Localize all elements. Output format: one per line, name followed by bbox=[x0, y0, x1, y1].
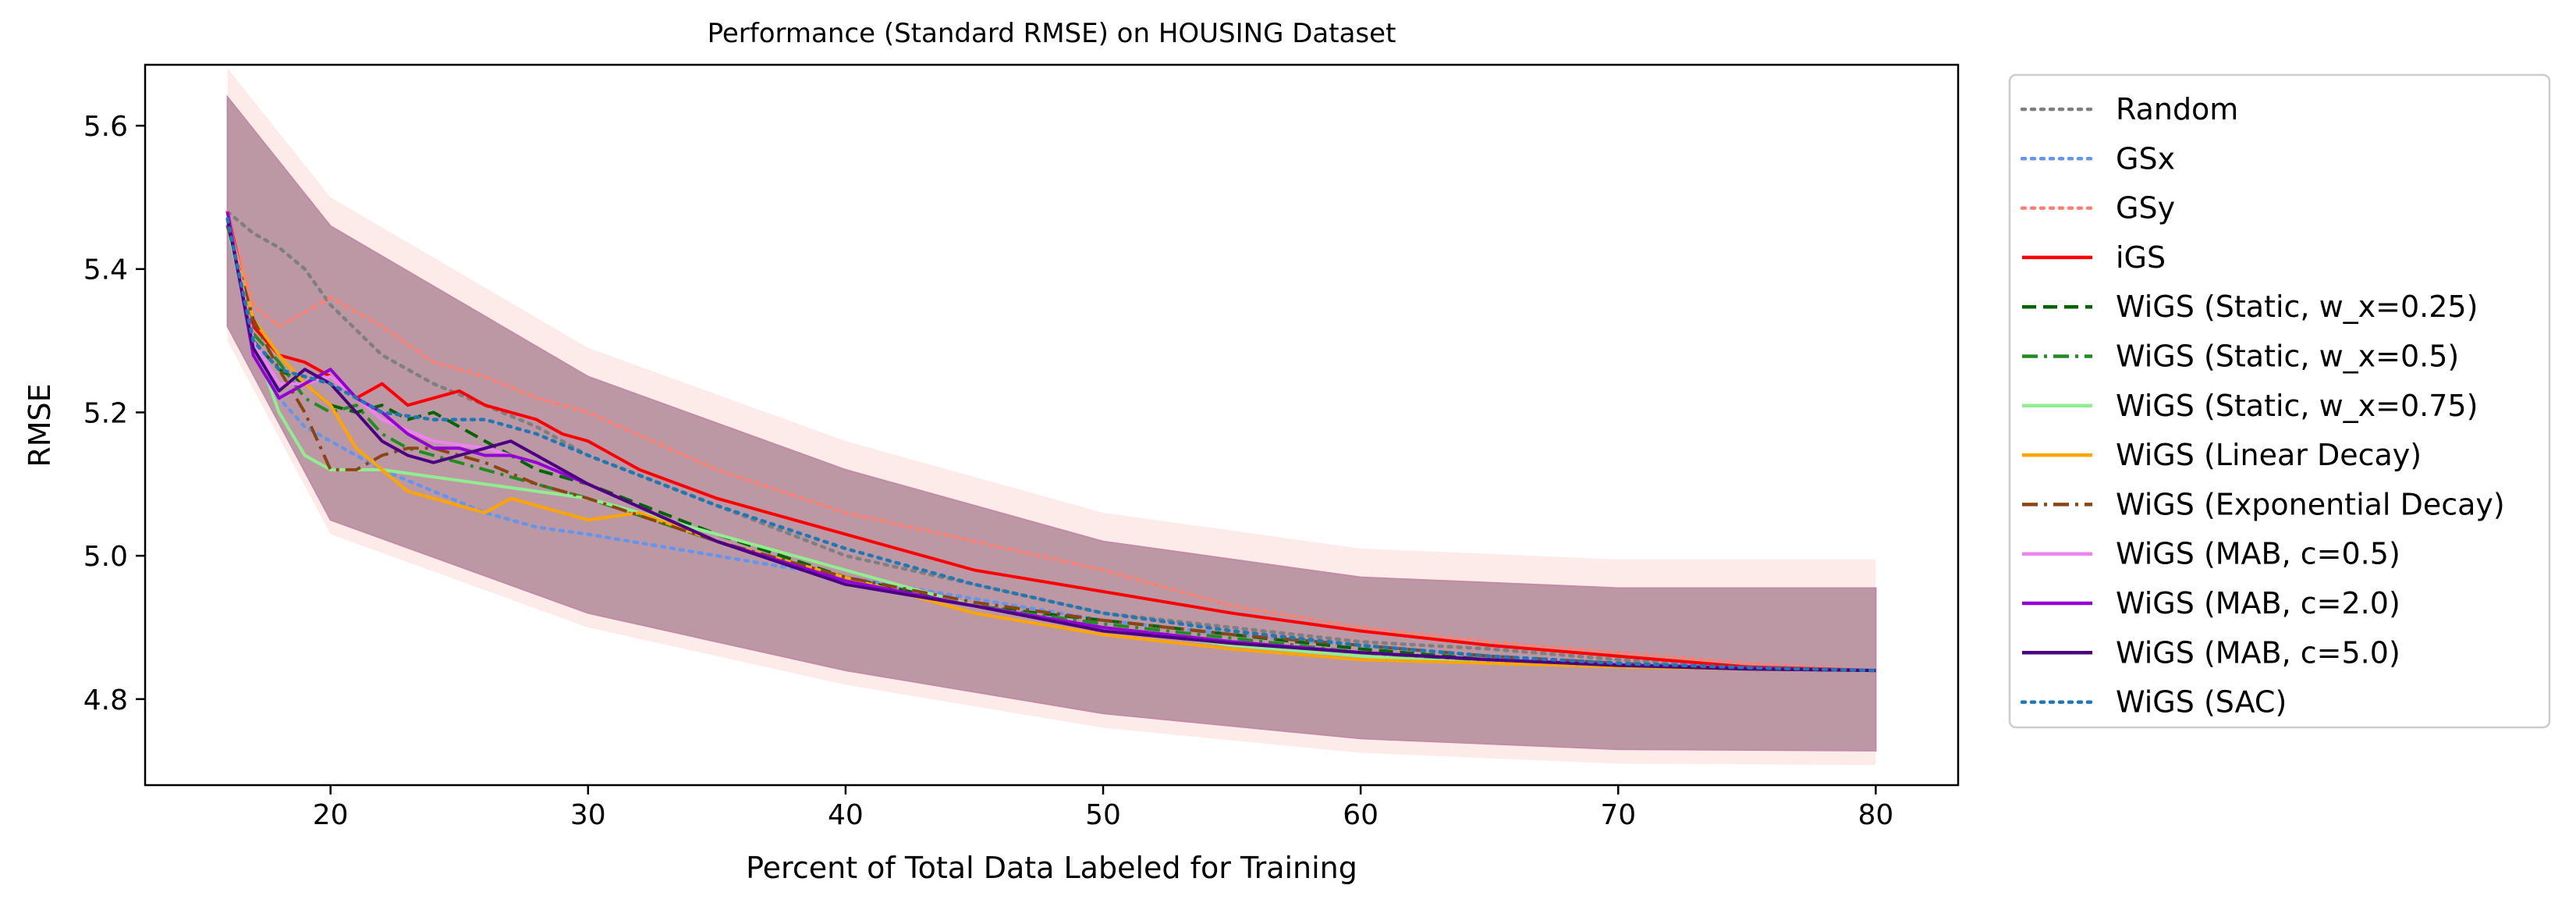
x-tick-label: 50 bbox=[1085, 799, 1121, 831]
x-axis-label: Percent of Total Data Labeled for Traini… bbox=[746, 851, 1357, 885]
series-line-7 bbox=[225, 219, 1876, 673]
legend-label: WiGS (Static, w_x=0.25) bbox=[2116, 290, 2478, 324]
legend-label: WiGS (MAB, c=0.5) bbox=[2116, 537, 2400, 571]
series-line-8 bbox=[225, 226, 1876, 673]
x-tick-label: 70 bbox=[1600, 799, 1636, 831]
legend: Random GSx GSy iGS WiGS (Static, w_x=0.25) Wi… bbox=[2008, 73, 2551, 729]
legend-label: WiGS (Linear Decay) bbox=[2116, 438, 2422, 472]
y-axis-label: RMSE bbox=[23, 383, 57, 467]
x-tick-label: 30 bbox=[570, 799, 606, 831]
legend-frame bbox=[2008, 73, 2551, 729]
legend-label: WiGS (MAB, c=5.0) bbox=[2116, 635, 2400, 670]
legend-label: GSx bbox=[2116, 141, 2175, 176]
y-tick-label: 4.8 bbox=[83, 684, 128, 716]
x-tick-label: 60 bbox=[1343, 799, 1378, 831]
y-tick-label: 5.0 bbox=[83, 541, 128, 573]
legend-label: WiGS (SAC) bbox=[2116, 685, 2287, 720]
series-line-11 bbox=[225, 219, 1876, 673]
legend-label: WiGS (Exponential Decay) bbox=[2116, 487, 2505, 521]
chart-title: Performance (Standard RMSE) on HOUSING D… bbox=[708, 18, 1396, 49]
legend-label: Random bbox=[2116, 92, 2238, 126]
x-tick-label: 40 bbox=[828, 799, 864, 831]
legend-label: iGS bbox=[2116, 240, 2166, 275]
shaded-band bbox=[226, 94, 1877, 752]
y-tick-label: 5.2 bbox=[83, 397, 128, 429]
x-tick-label: 80 bbox=[1857, 799, 1893, 831]
legend-label: WiGS (Static, w_x=0.5) bbox=[2116, 339, 2459, 374]
legend-label: GSy bbox=[2116, 191, 2175, 226]
series-line-4 bbox=[225, 211, 1876, 673]
shaded-band-outer bbox=[227, 68, 1876, 766]
series-line-2 bbox=[225, 210, 1878, 673]
series-line-0 bbox=[225, 210, 1878, 673]
legend-label: WiGS (Static, w_x=0.75) bbox=[2116, 389, 2478, 423]
series-line-12 bbox=[225, 217, 1878, 673]
y-tick-label: 5.4 bbox=[83, 254, 128, 286]
legend-label: WiGS (MAB, c=2.0) bbox=[2116, 586, 2400, 620]
y-tick-label: 5.6 bbox=[83, 111, 128, 143]
x-tick-label: 20 bbox=[313, 799, 349, 831]
plot-frame bbox=[144, 63, 1960, 787]
